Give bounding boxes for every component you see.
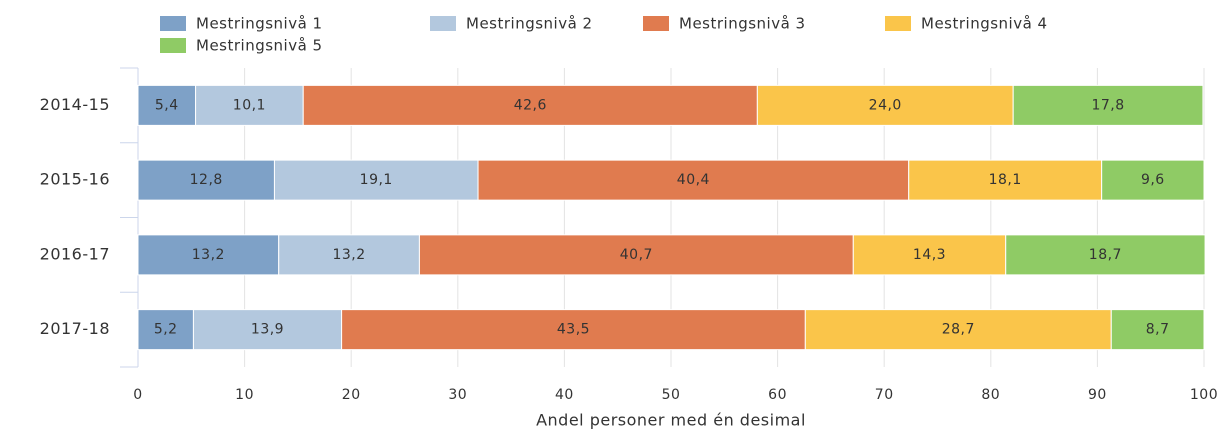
bar-segment [137,234,280,276]
bar-segment [137,84,197,126]
data-label: 18,1 [989,172,1022,188]
legend-swatch [160,38,186,53]
data-label: 40,7 [620,247,653,263]
bar-segment [195,84,304,126]
legend-label: Mestringsnivå 5 [196,37,323,55]
x-tick-label: 30 [448,387,467,403]
x-tick-label: 60 [768,387,787,403]
bar-segment [1005,234,1206,276]
data-label: 40,4 [677,172,710,188]
legend-swatch [160,16,186,31]
x-tick-label: 70 [875,387,894,403]
data-label: 8,7 [1146,322,1170,338]
bar-segment [1012,84,1204,126]
bar-segment [137,159,275,201]
data-label: 43,5 [557,322,590,338]
data-label: 5,4 [155,97,179,113]
x-tick-label: 40 [555,387,574,403]
bar-segment [804,309,1112,351]
bar-segment [477,159,910,201]
bar-segment [908,159,1103,201]
data-label: 5,2 [154,322,178,338]
bar-segment [1101,159,1205,201]
y-tick-label: 2014-15 [40,95,110,114]
x-tick-label: 10 [235,387,254,403]
legend-label: Mestringsnivå 3 [679,15,806,33]
legend-label: Mestringsnivå 1 [196,15,323,33]
x-axis-title: Andel personer med én desimal [536,411,806,430]
data-label: 13,2 [332,247,365,263]
x-tick-label: 100 [1190,387,1218,403]
legend-label: Mestringsnivå 2 [466,15,593,33]
data-label: 10,1 [233,97,266,113]
y-tick-label: 2017-18 [40,319,110,338]
data-label: 42,6 [514,97,547,113]
data-label: 12,8 [190,172,223,188]
x-tick-label: 50 [662,387,681,403]
x-tick-label: 0 [133,387,142,403]
data-label: 19,1 [360,172,393,188]
legend-swatch [885,16,911,31]
bar-segment [192,309,343,351]
data-label: 17,8 [1091,97,1124,113]
y-tick-label: 2015-16 [40,170,110,189]
data-label: 14,3 [913,247,946,263]
bar-segment [341,309,806,351]
bar-segment [302,84,758,126]
y-tick-label: 2016-17 [40,244,110,263]
bar-segment [137,309,194,351]
data-label: 18,7 [1089,247,1122,263]
x-tick-label: 90 [1088,387,1107,403]
legend-label: Mestringsnivå 4 [921,15,1048,33]
data-label: 24,0 [869,97,902,113]
bar-segment [1110,309,1205,351]
x-tick-label: 80 [981,387,1000,403]
data-label: 13,9 [251,322,284,338]
legend-swatch [643,16,669,31]
data-label: 13,2 [192,247,225,263]
data-label: 9,6 [1141,172,1165,188]
data-label: 28,7 [942,322,975,338]
legend-swatch [430,16,456,31]
x-tick-label: 20 [342,387,361,403]
bar-segment [273,159,479,201]
